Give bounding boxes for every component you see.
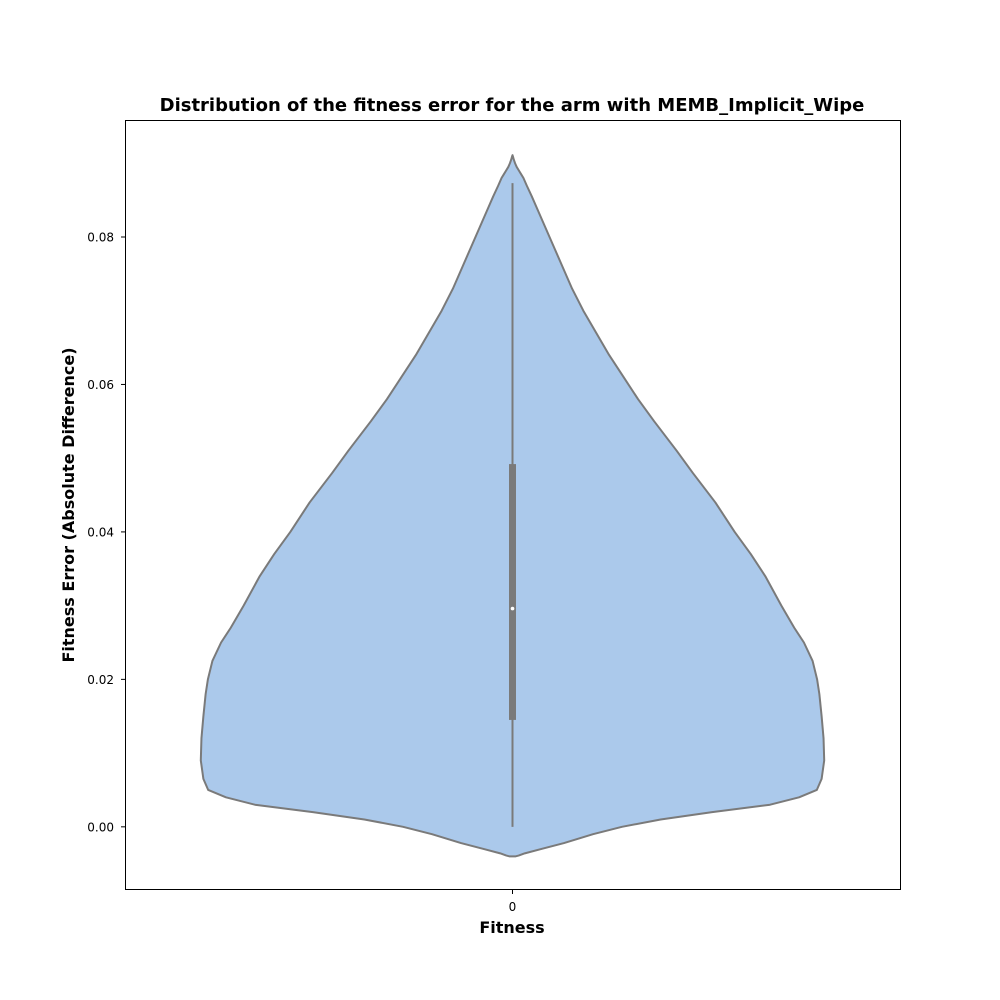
y-axis-title: Fitness Error (Absolute Difference) xyxy=(59,347,78,662)
y-tick-label: 0.02 xyxy=(87,673,114,687)
median-marker xyxy=(510,606,515,611)
y-tick-label: 0.04 xyxy=(87,525,114,539)
interquartile-box xyxy=(509,464,516,720)
x-axis-title: Fitness xyxy=(479,918,544,937)
chart-title: Distribution of the fitness error for th… xyxy=(160,95,865,116)
y-tick-label: 0.08 xyxy=(87,230,114,244)
y-tick-label: 0.06 xyxy=(87,378,114,392)
x-tick-label: 0 xyxy=(509,900,517,914)
y-tick-label: 0.00 xyxy=(87,820,114,834)
